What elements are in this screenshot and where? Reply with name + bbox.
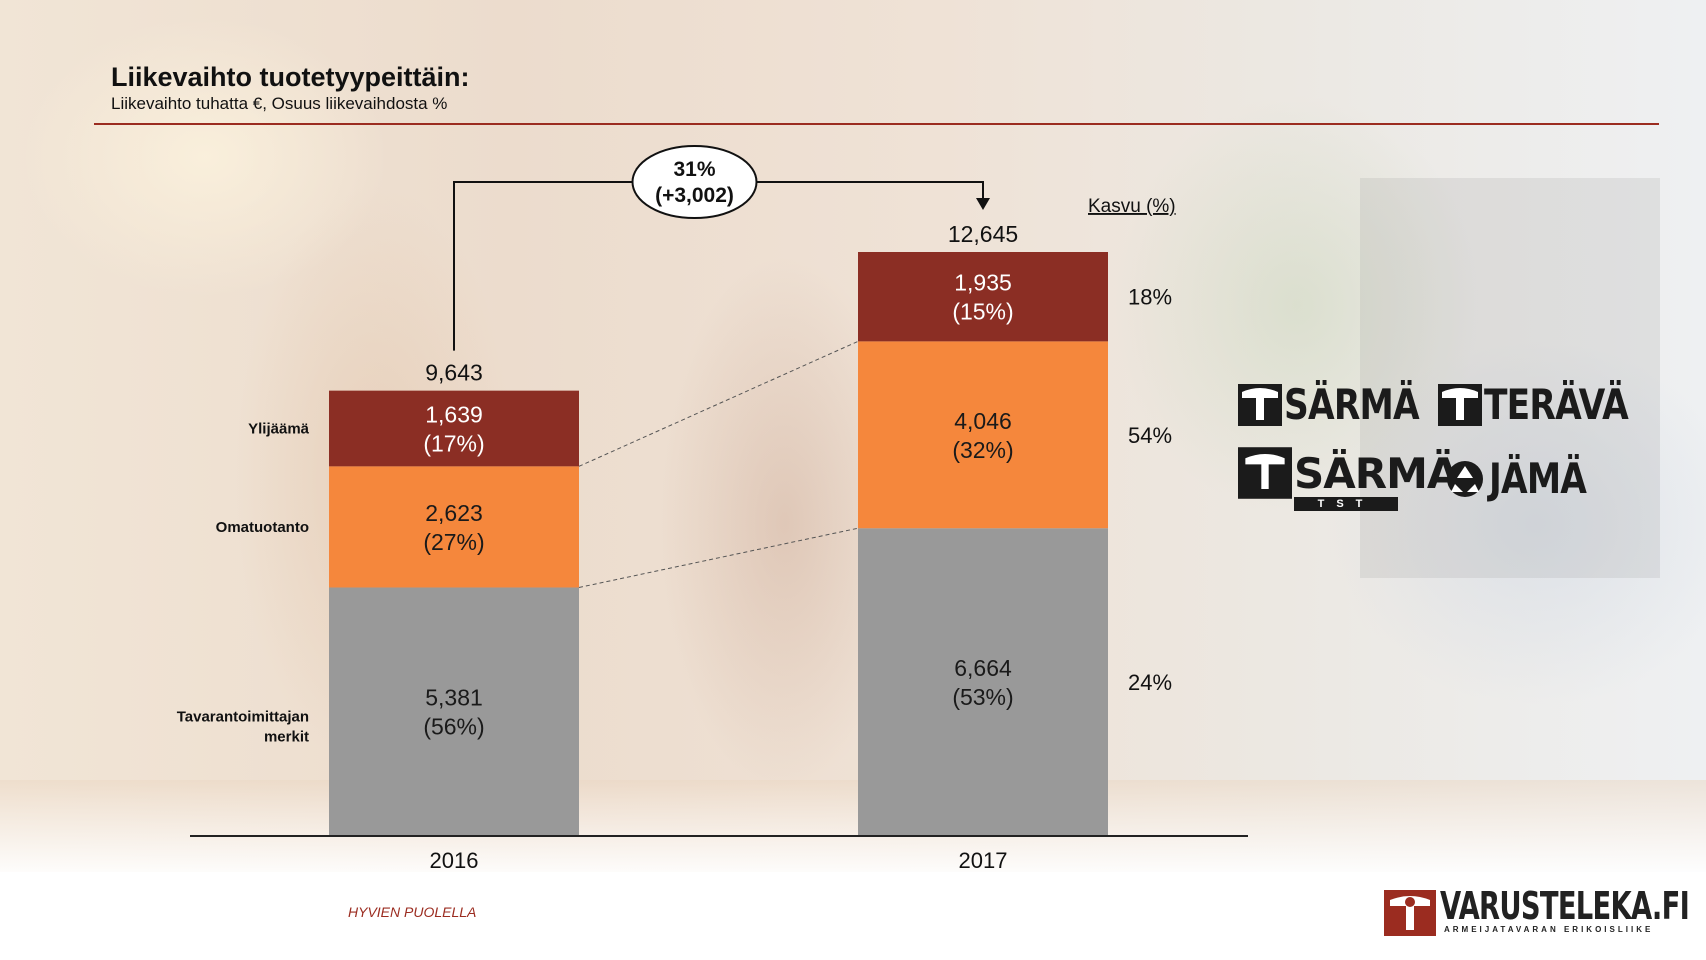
total-label: 9,643 [425,360,483,386]
terava-logo: TERÄVÄ [1438,380,1660,429]
growth-header: Kasvu (%) [1088,196,1176,217]
data-label: 5,381 [425,685,483,711]
brand-tagline: ARMEIJATAVARAN ERIKOISLIIKE [1444,925,1654,934]
series-label: Tavarantoimittajan [177,709,309,726]
bar-segment [329,390,579,467]
data-label: 1,935 [954,270,1012,296]
recycle-icon [1447,460,1483,497]
background-photo [0,0,1706,872]
bar-segment [329,587,579,836]
bar-segment [858,341,1108,529]
sarma-tst-logo: SÄRMÄ TST [1238,444,1459,511]
change-arrow-icon [976,198,990,210]
varusteleka-logo: VARUSTELEKA.FI ARMEIJATAVARAN ERIKOISLII… [1384,884,1690,938]
varusteleka-emblem-icon [1384,890,1436,936]
slogan: HYVIEN PUOLELLA [348,904,477,920]
background-panel [1360,178,1660,578]
total-label: 12,645 [948,221,1018,247]
growth-value: 18% [1128,285,1172,310]
x-tick-label: 2017 [959,848,1008,872]
data-label: 4,046 [954,408,1012,434]
stacked-bar-chart: 5,381 (56%) 2,623 (27%) 1,639 (17%) 9,643 2016 6… [177,145,1248,872]
jama-logo: JÄMÄ [1443,454,1607,503]
series-label: Ylijäämä [248,420,310,437]
bar-segment [858,528,1108,836]
data-label: (17%) [423,430,484,456]
change-absolute: (+3,002) [655,184,734,207]
terava-emblem-icon [1438,383,1482,426]
series-label: Omatuotanto [216,519,309,536]
background-floor [0,780,1706,872]
series-label: merkit [264,729,309,746]
connector-line [578,340,859,467]
data-label: (15%) [952,299,1013,325]
x-tick-label: 2016 [430,848,479,872]
connector-line [578,527,859,588]
data-label: 1,639 [425,401,483,427]
product-brand-logos: SÄRMÄ TERÄVÄ SÄRMÄ TST JÄMÄ [1238,380,1629,511]
slide-title: Liikevaihto tuotetyypeittäin: [111,62,470,92]
growth-value: 54% [1128,423,1172,448]
title-divider [94,123,1659,125]
sarma-logo: SÄRMÄ [1238,380,1448,429]
sarma-emblem-icon [1238,383,1282,426]
tst-label: TST [1294,496,1398,511]
sarma-tst-emblem-icon [1238,447,1292,499]
bar-segment [329,466,579,588]
brand-name: VARUSTELEKA.FI [1440,884,1690,928]
data-label: (56%) [423,714,484,740]
data-label: (32%) [952,437,1013,463]
growth-value: 24% [1128,670,1172,695]
data-label: (53%) [952,684,1013,710]
slide-subtitle: Liikevaihto tuhatta €, Osuus liikevaihdo… [111,94,448,113]
data-label: (27%) [423,529,484,555]
data-label: 2,623 [425,500,483,526]
bar-segment [858,252,1108,342]
change-bubble [631,145,758,219]
data-label: 6,664 [954,655,1012,681]
change-percent: 31% [673,158,715,181]
